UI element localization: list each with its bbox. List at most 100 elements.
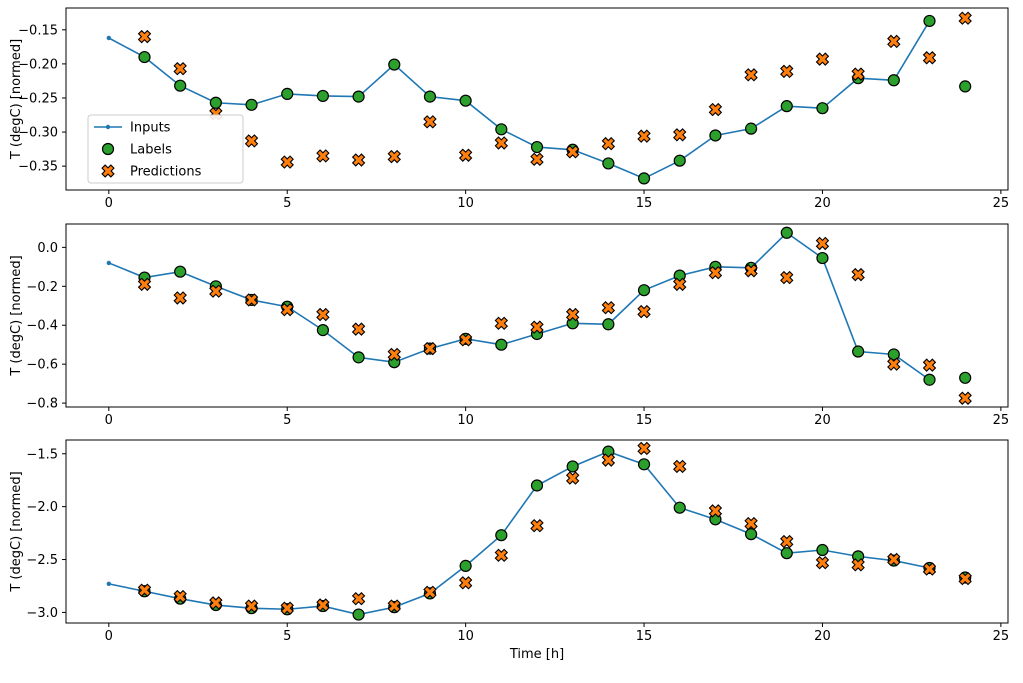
predictions-marker <box>922 51 937 65</box>
x-tick-label: 10 <box>457 629 474 644</box>
predictions-marker <box>530 518 544 533</box>
predictions-marker <box>958 571 972 586</box>
predictions-marker <box>458 333 473 347</box>
predictions-marker <box>565 307 580 322</box>
y-tick-label: −0.8 <box>26 397 58 412</box>
predictions-marker <box>601 300 616 315</box>
predictions-marker <box>209 284 223 298</box>
labels-marker <box>352 90 365 103</box>
predictions-marker <box>708 265 723 280</box>
y-tick-label: −3.0 <box>26 606 58 621</box>
labels-marker <box>780 547 793 560</box>
labels-marker <box>816 543 829 557</box>
y-tick-label: −0.30 <box>18 126 58 141</box>
predictions-marker <box>280 601 294 615</box>
predictions-marker <box>423 115 437 129</box>
labels-marker <box>352 608 365 621</box>
labels-marker <box>852 345 865 358</box>
labels-marker <box>887 348 900 361</box>
x-tick-label: 0 <box>105 413 113 428</box>
labels-marker <box>459 94 472 107</box>
y-tick-label: −2.0 <box>26 500 58 515</box>
predictions-marker <box>744 68 758 82</box>
legend-dot-sample-icon <box>105 124 111 130</box>
predictions-marker <box>673 128 687 142</box>
y-tick-label: −0.4 <box>26 319 58 334</box>
legend-label: Predictions <box>130 165 202 180</box>
legend-item-predictions: Predictions <box>101 164 202 180</box>
x-tick-label: 20 <box>814 196 831 211</box>
predictions-marker <box>744 516 758 531</box>
predictions-marker <box>494 136 509 150</box>
predictions-marker <box>137 29 152 44</box>
predictions-marker <box>815 52 830 66</box>
predictions-marker <box>209 596 223 610</box>
predictions-marker <box>387 149 401 164</box>
labels-marker <box>816 251 829 265</box>
axes-frame <box>65 439 1009 624</box>
labels-marker <box>316 324 330 337</box>
predictions-marker <box>458 576 473 590</box>
predictions-marker <box>780 64 794 79</box>
y-axis-label: T (degC) [normed] <box>9 255 24 376</box>
predictions-marker <box>137 583 152 597</box>
predictions-marker <box>387 599 401 613</box>
predictions-marker <box>173 61 187 76</box>
predictions-marker <box>601 136 616 151</box>
legend-label: Labels <box>130 143 172 158</box>
labels-marker <box>495 338 508 351</box>
predictions-marker <box>958 391 972 405</box>
predictions-marker <box>851 558 865 572</box>
legend-label: Inputs <box>130 121 171 136</box>
predictions-marker <box>316 307 330 322</box>
x-tick-label: 5 <box>283 413 291 428</box>
y-axis-label: T (degC) [normed] <box>9 471 24 592</box>
subplot-3: 0 5 10 15 20 25 −1.5 −2.0 −2.5 −3.0T (degC) [norm… <box>9 439 1009 644</box>
x-tick-label: 20 <box>814 629 831 644</box>
x-tick-label: 15 <box>636 196 653 211</box>
x-tick-label: 15 <box>636 629 653 644</box>
predictions-marker <box>351 153 366 167</box>
x-tick-label: 20 <box>814 413 831 428</box>
predictions-marker <box>601 453 616 467</box>
labels-marker <box>602 318 615 331</box>
x-tick-label: 25 <box>993 196 1010 211</box>
predictions-marker <box>887 34 901 49</box>
labels-marker <box>209 96 222 109</box>
labels-marker <box>174 265 187 278</box>
predictions-marker <box>780 270 794 285</box>
labels-marker <box>816 102 829 115</box>
predictions-marker <box>530 320 544 334</box>
labels-marker <box>281 87 294 100</box>
y-axis-label: T (degC) [normed] <box>9 39 24 160</box>
labels-marker <box>566 460 579 473</box>
y-tick-label: −0.35 <box>18 160 58 175</box>
y-tick-label: 0.0 <box>37 241 58 256</box>
labels-marker <box>459 559 472 572</box>
predictions-marker <box>958 11 972 25</box>
predictions-marker <box>637 129 651 143</box>
labels-marker <box>959 371 972 384</box>
predictions-marker <box>280 155 294 169</box>
labels-marker <box>923 373 936 386</box>
labels-marker <box>602 157 615 170</box>
predictions-marker <box>387 347 401 362</box>
labels-marker <box>530 479 544 492</box>
predictions-marker <box>815 236 830 251</box>
labels-marker <box>352 351 365 364</box>
labels-marker <box>530 140 544 154</box>
predictions-marker <box>530 152 544 167</box>
predictions-marker <box>922 562 937 576</box>
predictions-marker <box>708 102 723 117</box>
predictions-marker <box>637 304 651 319</box>
predictions-marker <box>173 291 187 305</box>
predictions-marker <box>244 293 259 307</box>
labels-marker <box>959 80 972 93</box>
labels-marker <box>744 528 758 541</box>
labels-marker <box>709 129 722 142</box>
predictions-marker <box>815 555 830 570</box>
legend-x-sample-icon <box>101 164 115 178</box>
predictions-marker <box>708 504 723 518</box>
predictions-marker <box>673 277 687 292</box>
